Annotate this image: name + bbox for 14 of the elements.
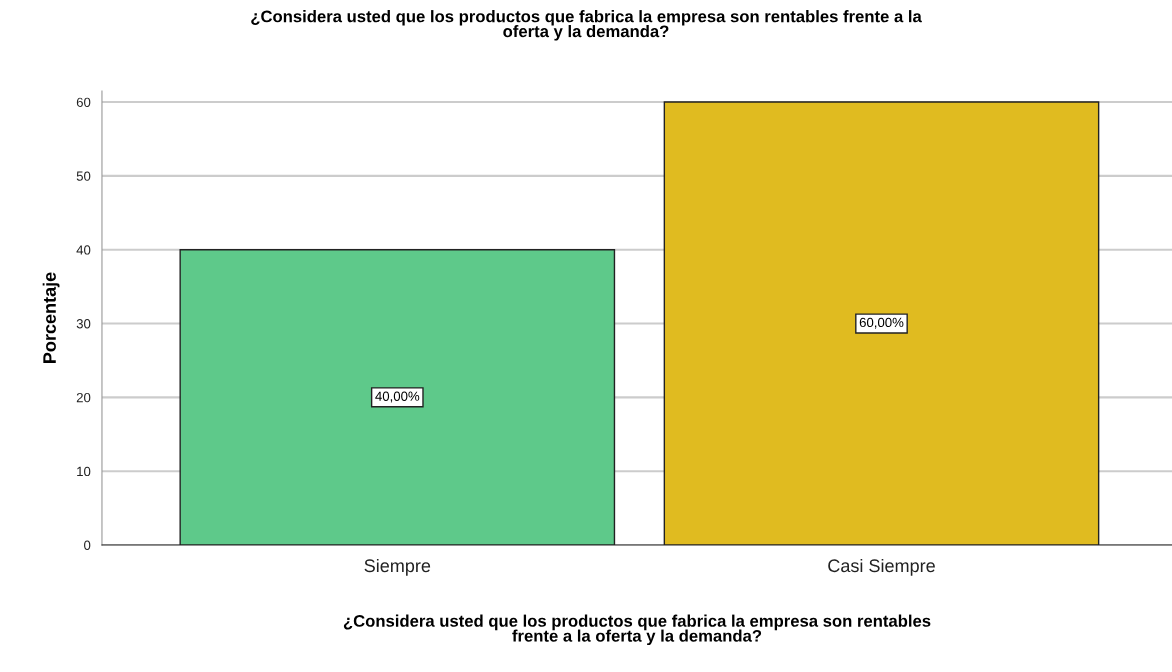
data-label: 60,00% [859,317,904,329]
y-tick-label: 20 [76,392,91,403]
y-tick-label: 0 [84,540,91,550]
y-tick-label: 40 [76,245,91,255]
y-tick-label: 30 [76,319,91,329]
y-axis-title: Porcentaje [42,272,60,363]
y-tick-label: 50 [76,171,91,181]
x-axis-title: ¿Considera usted que los productos que fabrica la empresa son rentables frente a la oferta y la demanda? [343,614,931,646]
y-tick-label: 10 [77,466,91,477]
chart-title: ¿Considera usted que los productos que fabrica la empresa son rentables frente a la oferta y la demanda? [251,10,922,41]
y-tick-label: 60 [76,97,91,107]
x-tick-label: Casi Siempre [828,558,935,576]
data-label: 40,00% [375,391,420,403]
x-tick-label: Siempre [364,558,431,576]
